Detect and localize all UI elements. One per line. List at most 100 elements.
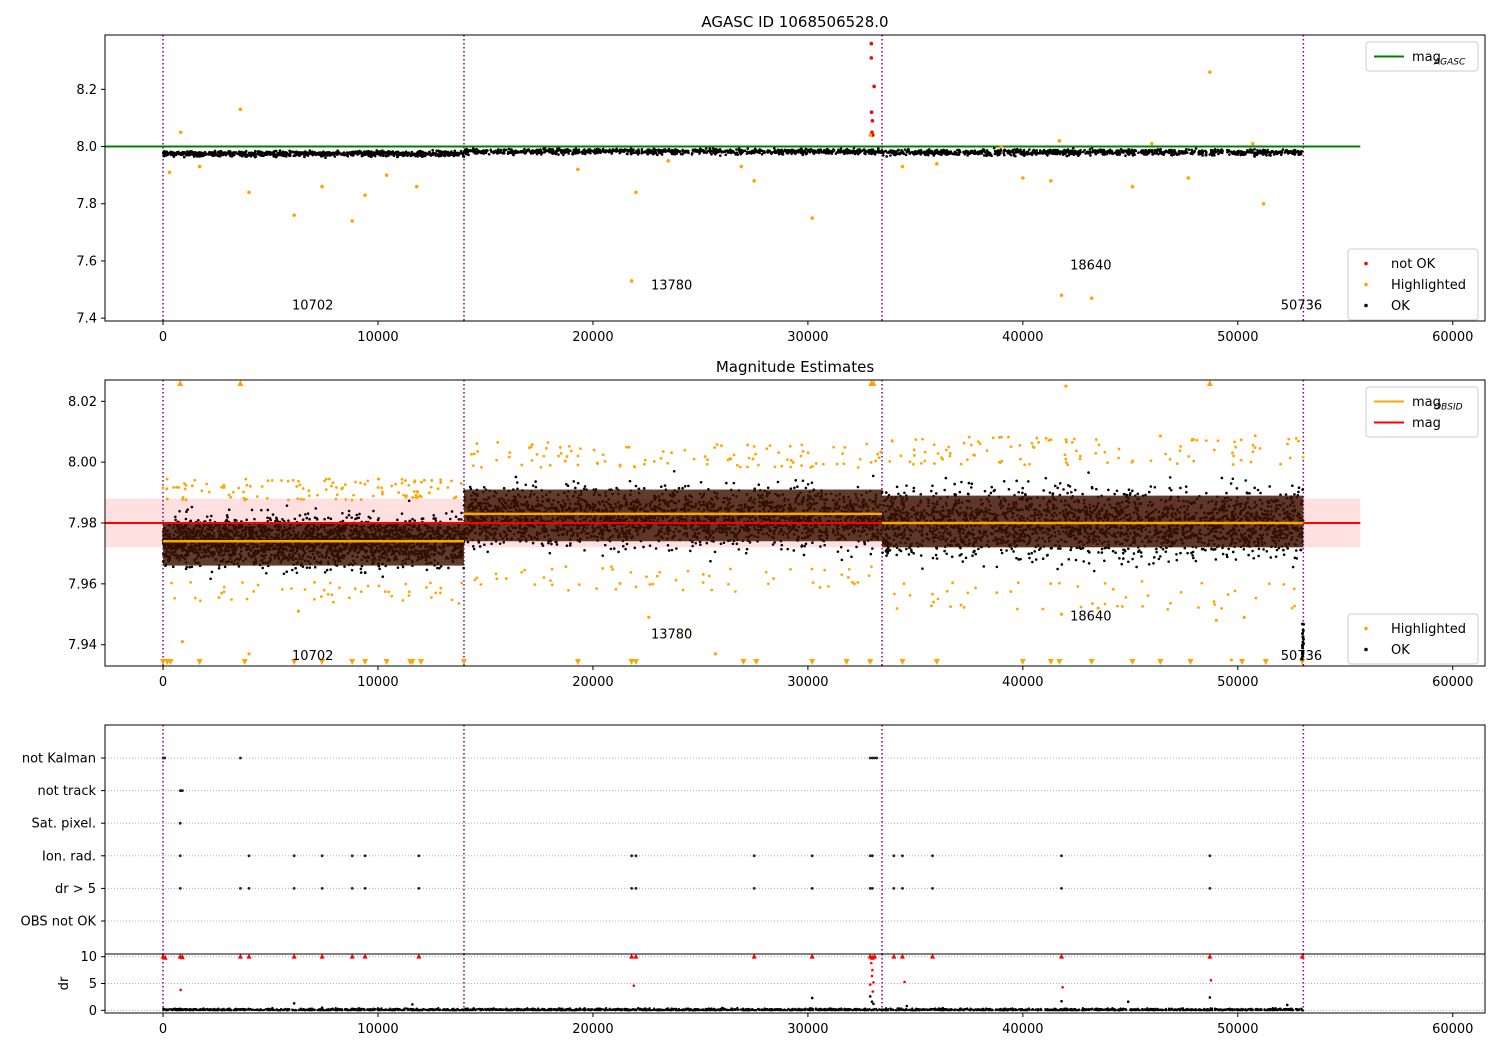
ok-point: [926, 149, 929, 152]
ok-point: [739, 153, 742, 156]
ok-point: [1208, 153, 1211, 156]
ok-point: [994, 152, 997, 155]
highlighted-point: [1262, 202, 1266, 206]
ok-point: [801, 151, 804, 154]
ok-point: [1195, 147, 1198, 150]
ok-point: [361, 155, 364, 158]
ok-point: [673, 149, 676, 152]
ok-point: [733, 151, 736, 154]
ok-point: [226, 514, 229, 517]
highlighted-point: [247, 191, 251, 195]
ok-point: [219, 152, 222, 155]
highlighted-point: [350, 219, 354, 223]
ok-point: [742, 150, 745, 153]
ok-point: [956, 149, 959, 152]
ok-point: [753, 152, 756, 155]
ok-point: [1198, 152, 1201, 155]
ok-point: [444, 154, 447, 157]
ok-point: [286, 504, 289, 507]
ok-point: [414, 153, 417, 156]
ok-point: [1291, 151, 1294, 154]
ok-point: [439, 150, 442, 153]
ok-point: [746, 151, 749, 154]
ok-point: [323, 518, 326, 521]
ok-point: [280, 152, 283, 155]
ok-point: [626, 150, 629, 153]
highlighted-point: [739, 165, 743, 169]
ok-point: [235, 151, 238, 154]
ok-point: [1186, 151, 1189, 154]
ok-point: [889, 154, 892, 157]
ok-point: [725, 149, 728, 152]
ok-point: [661, 153, 664, 156]
obsid-annotation: 10702: [292, 299, 333, 314]
ok-point: [185, 510, 188, 513]
ok-point: [510, 149, 513, 152]
ok-point: [455, 152, 458, 155]
ok-point: [386, 152, 389, 155]
ok-point: [1246, 150, 1249, 153]
highlighted-point: [1251, 142, 1255, 146]
ok-point: [1301, 150, 1304, 153]
ok-point: [499, 149, 502, 152]
ok-point: [751, 150, 754, 153]
ok-point: [191, 506, 194, 509]
ok-point: [333, 155, 336, 158]
ok-point: [647, 153, 650, 156]
ok-point: [211, 571, 214, 574]
ok-point: [839, 151, 842, 154]
highlighted-point: [320, 185, 324, 189]
ok-point: [251, 509, 254, 512]
ok-point: [384, 152, 387, 155]
ok-point: [473, 149, 476, 152]
ok-point: [401, 152, 404, 155]
ok-point: [206, 515, 209, 518]
ok-point: [728, 151, 731, 154]
ok-point: [835, 152, 838, 155]
ok-point: [285, 570, 288, 573]
ok-point: [451, 510, 454, 513]
ok-point: [1089, 148, 1092, 151]
ok-point: [642, 151, 645, 154]
ok-point: [1293, 151, 1296, 154]
ok-point: [172, 566, 175, 569]
ok-point: [979, 151, 982, 154]
ok-point: [985, 154, 988, 157]
y-tick-label: 8.0: [76, 140, 97, 155]
ok-point: [244, 153, 247, 156]
ok-point: [1153, 151, 1156, 154]
ok-point: [615, 150, 618, 153]
ok-point: [1048, 151, 1051, 154]
x-tick-label: 30000: [787, 330, 828, 345]
ok-point: [996, 152, 999, 155]
highlighted-point: [1150, 142, 1154, 146]
ok-point: [503, 149, 506, 152]
legend-point-swatch: [1364, 304, 1368, 308]
obsid-annotation: 18640: [1070, 259, 1111, 274]
ok-point: [1118, 151, 1121, 154]
panel2-title: Magnitude Estimates: [716, 358, 874, 376]
ok-point: [305, 517, 308, 520]
ok-point: [693, 150, 696, 153]
ok-point: [893, 151, 896, 154]
ok-point: [390, 151, 393, 154]
ok-point: [735, 148, 738, 151]
ok-point: [904, 148, 907, 151]
x-tick-label: 50000: [1217, 330, 1258, 345]
ok-point: [548, 151, 551, 154]
ok-point: [324, 571, 327, 574]
ok-point: [823, 149, 826, 152]
ok-point: [347, 155, 350, 158]
ok-point: [315, 507, 318, 510]
not-ok-point: [872, 85, 876, 89]
ok-point: [204, 152, 207, 155]
ok-point: [808, 150, 811, 153]
ok-point: [653, 148, 656, 151]
ok-point: [943, 150, 946, 153]
ok-point: [959, 151, 962, 154]
ok-point: [915, 153, 918, 156]
ok-point: [378, 568, 381, 571]
legend-label-subscript: AGASC: [1433, 58, 1466, 68]
ok-point: [927, 153, 930, 156]
ok-point: [496, 151, 499, 154]
